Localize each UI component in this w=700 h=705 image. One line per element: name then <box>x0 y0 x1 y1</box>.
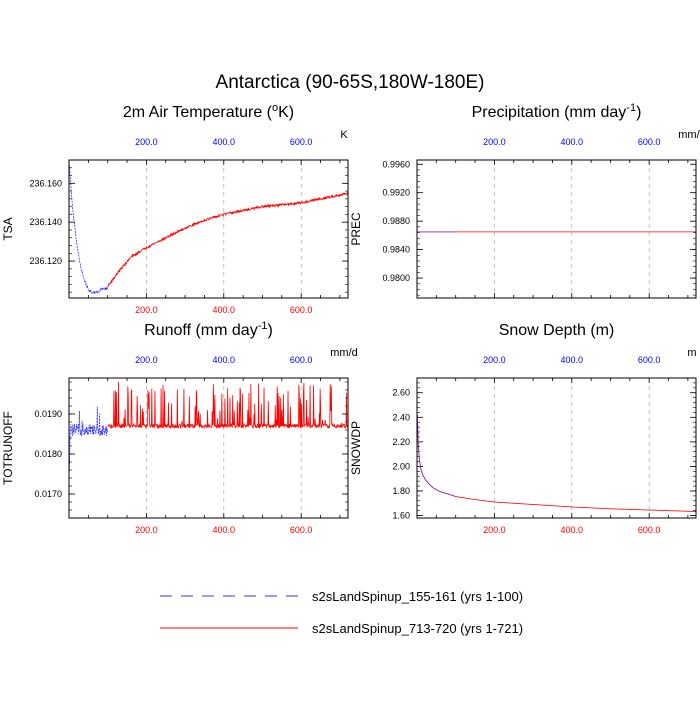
y-tick-label-1: 0.0180 <box>34 449 62 459</box>
x-tick-label-top-400: 400.0 <box>213 137 236 147</box>
plot-frame-snowdp <box>416 377 697 519</box>
x-tick-label-bottom-200: 200.0 <box>483 525 506 535</box>
figure-title: Antarctica (90-65S,180W-180E) <box>216 72 485 93</box>
legend-label-series-1: s2sLandSpinup_155-161 (yrs 1-100) <box>312 589 523 604</box>
x-tick-label-top-400: 400.0 <box>213 355 236 365</box>
y-tick-label-1: 0.9840 <box>382 245 410 255</box>
panel-title-tsa: 2m Air Temperature (oK) <box>123 102 294 121</box>
panel-title-prec: Precipitation (mm day-1) <box>472 102 642 121</box>
y-tick-label-0: 1.60 <box>392 511 410 521</box>
x-tick-label-top-600: 600.0 <box>290 355 313 365</box>
y-tick-label-2: 0.9880 <box>382 216 410 226</box>
y-axis-label-tsa: TSA <box>1 217 15 240</box>
y-axis-label-prec: PREC <box>349 212 363 246</box>
x-tick-label-bottom-600: 600.0 <box>638 525 661 535</box>
legend-label-series-2: s2sLandSpinup_713-720 (yrs 1-721) <box>312 621 523 636</box>
x-tick-label-bottom-200: 200.0 <box>135 525 158 535</box>
series-line-1-runoff <box>69 406 109 471</box>
x-tick-label-top-600: 600.0 <box>638 137 661 147</box>
legend: s2sLandSpinup_155-161 (yrs 1-100) s2sLan… <box>160 589 523 636</box>
y-tick-label-0: 0.0170 <box>34 489 62 499</box>
series-line-1-tsa <box>69 165 109 295</box>
x-tick-label-bottom-600: 600.0 <box>290 305 313 315</box>
x-tick-label-top-200: 200.0 <box>483 355 506 365</box>
y-tick-label-4: 0.9960 <box>382 159 410 169</box>
units-label-snowdp: m <box>687 347 696 359</box>
panel-runoff: Runoff (mm day-1) mm/d TOTRUNOFF 200.0 400.0… <box>1 320 358 535</box>
x-tick-label-top-400: 400.0 <box>561 355 584 365</box>
plot-frame-tsa <box>68 159 349 299</box>
units-label-runoff: mm/d <box>330 347 358 359</box>
x-tick-label-top-200: 200.0 <box>135 355 158 365</box>
panel-prec: Precipitation (mm day-1) mm/d PREC 200.0 400… <box>349 102 700 299</box>
y-axis-label-runoff: TOTRUNOFF <box>1 411 15 485</box>
y-tick-label-2: 2.00 <box>392 461 410 471</box>
x-tick-label-bottom-400: 400.0 <box>213 305 236 315</box>
units-label-tsa: K <box>340 129 348 141</box>
x-tick-label-top-600: 600.0 <box>638 355 661 365</box>
y-tick-label-1: 236.140 <box>29 217 62 227</box>
plot-frame-prec <box>416 159 697 299</box>
y-tick-label-5: 2.60 <box>392 388 410 398</box>
x-tick-label-bottom-400: 400.0 <box>561 525 584 535</box>
y-tick-label-1: 1.80 <box>392 486 410 496</box>
units-label-prec: mm/d <box>678 129 700 141</box>
y-tick-label-3: 0.9920 <box>382 188 410 198</box>
panels-group: 2m Air Temperature (oK) K TSA 200.0 400.0 600… <box>1 102 700 535</box>
panel-title-snowdp: Snow Depth (m) <box>499 322 615 339</box>
panel-title-runoff: Runoff (mm day-1) <box>144 320 273 339</box>
x-tick-label-top-200: 200.0 <box>483 137 506 147</box>
y-tick-label-0: 236.120 <box>29 256 62 266</box>
x-tick-label-top-200: 200.0 <box>135 137 158 147</box>
series-line-2-tsa <box>107 192 348 288</box>
x-tick-label-top-400: 400.0 <box>561 137 584 147</box>
x-tick-label-bottom-600: 600.0 <box>290 525 313 535</box>
y-tick-label-0: 0.9800 <box>382 273 410 283</box>
y-tick-label-4: 2.40 <box>392 412 410 422</box>
x-tick-label-bottom-200: 200.0 <box>135 305 158 315</box>
y-axis-label-snowdp: SNOWDP <box>349 421 363 475</box>
panel-snowdp: Snow Depth (m) m SNOWDP 200.0 400.0 600.0 200.… <box>349 322 697 535</box>
series-line-2-runoff <box>107 381 348 430</box>
y-tick-label-2: 236.160 <box>29 178 62 188</box>
y-tick-label-2: 0.0190 <box>34 409 62 419</box>
x-tick-label-top-600: 600.0 <box>290 137 313 147</box>
x-tick-label-bottom-400: 400.0 <box>213 525 236 535</box>
series-line-1-snowdp <box>417 414 456 497</box>
panel-tsa: 2m Air Temperature (oK) K TSA 200.0 400.0 600… <box>1 102 349 315</box>
y-tick-label-3: 2.20 <box>392 437 410 447</box>
series-line-2-snowdp <box>417 414 696 513</box>
plot-frame-runoff <box>68 377 349 519</box>
